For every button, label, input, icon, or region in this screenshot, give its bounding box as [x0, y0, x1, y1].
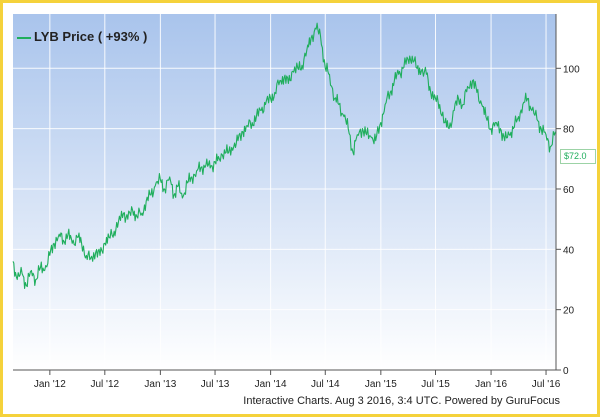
- x-tick-label: Jan '15: [365, 379, 397, 390]
- x-tick-label: Jan '12: [34, 379, 66, 390]
- y-tick-label: 20: [563, 306, 575, 317]
- axes: [13, 14, 557, 371]
- x-tick-label: Jan '16: [475, 379, 507, 390]
- y-tick-label: 0: [563, 366, 569, 377]
- last-price-badge: $72.0: [560, 149, 596, 164]
- y-tick-label: 40: [563, 245, 575, 256]
- series-lines: [12, 22, 556, 289]
- x-tick-label: Jul '15: [421, 379, 450, 390]
- x-tick-label: Jul '12: [91, 379, 120, 390]
- y-tick-label: 60: [563, 185, 575, 196]
- chart-footer: Interactive Charts. Aug 3 2016, 3:4 UTC.…: [243, 395, 560, 407]
- x-tick-label: Jan '14: [255, 379, 287, 390]
- x-tick-label: Jul '13: [201, 379, 230, 390]
- plot-background: [13, 14, 556, 370]
- legend-label[interactable]: LYB Price ( +93% ): [34, 29, 148, 44]
- x-tick-label: Jul '16: [532, 379, 561, 390]
- legend-swatch[interactable]: [17, 37, 31, 39]
- x-tick-label: Jul '14: [311, 379, 340, 390]
- series-line-lyb-price: [12, 22, 556, 289]
- x-tick-label: Jan '13: [144, 379, 176, 390]
- y-tick-label: 80: [563, 125, 575, 136]
- x-tick-labels: Jan '12 Jul '12 Jan '13 Jul '13 Jan '14 Jul '…: [34, 370, 561, 390]
- y-tick-label: 100: [563, 64, 580, 75]
- y-tick-labels: 0 20 40 60 80 100: [556, 64, 580, 377]
